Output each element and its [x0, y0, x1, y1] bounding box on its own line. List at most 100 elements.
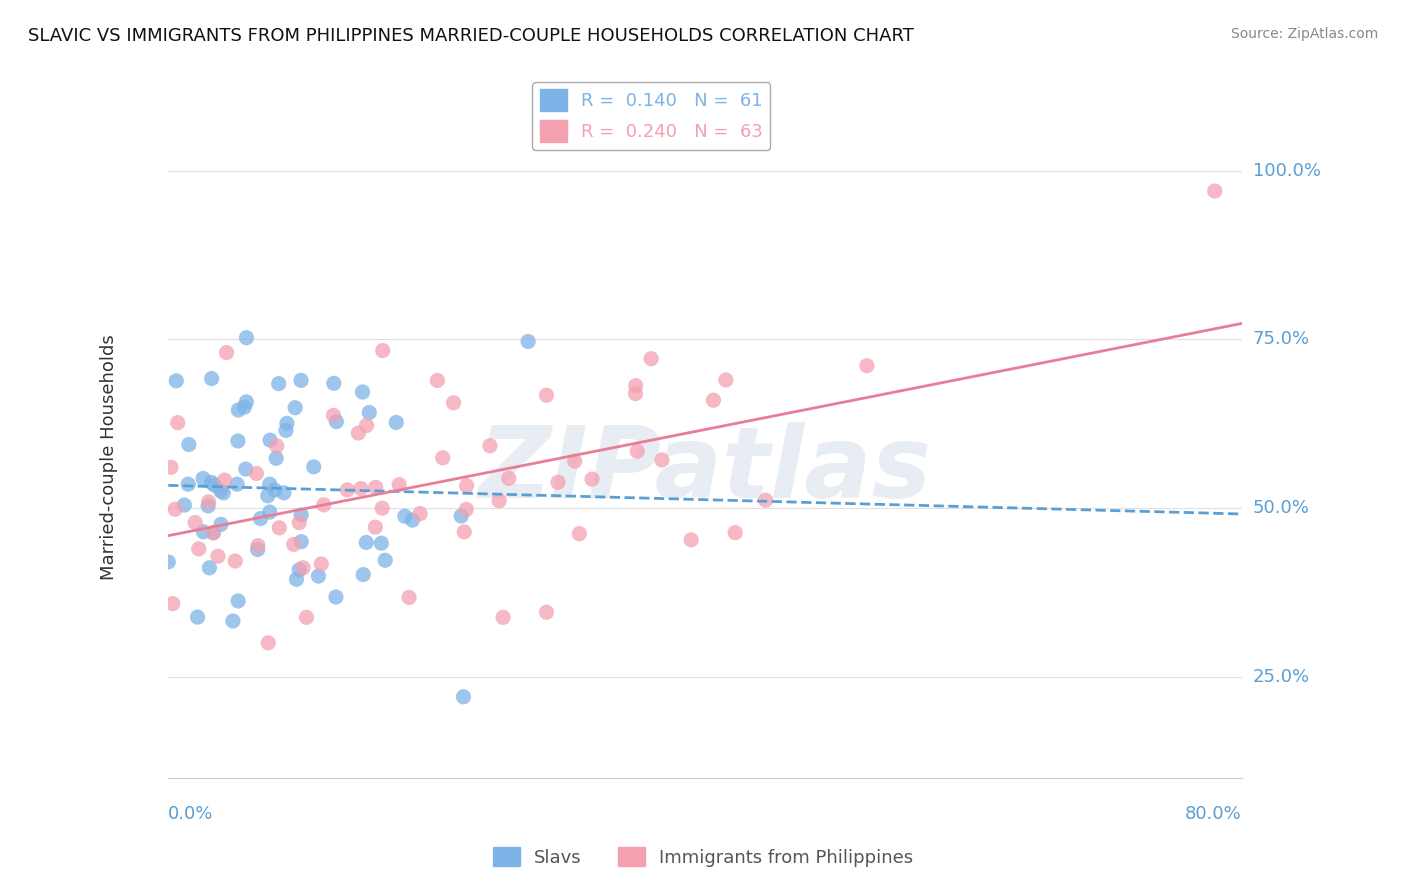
Slavs: [226, 434, 249, 448]
Slavs: [249, 511, 271, 525]
Text: 50.0%: 50.0%: [1253, 499, 1309, 517]
Immigrants from Philippines: [160, 460, 183, 475]
Immigrants from Philippines: [478, 439, 501, 453]
Slavs: [325, 590, 347, 604]
Immigrants from Philippines: [246, 539, 269, 553]
Immigrants from Philippines: [651, 453, 673, 467]
Text: ZIPatlas: ZIPatlas: [478, 422, 932, 519]
Slavs: [197, 499, 219, 513]
Slavs: [259, 433, 281, 447]
Immigrants from Philippines: [197, 495, 219, 509]
Immigrants from Philippines: [568, 526, 591, 541]
Immigrants from Philippines: [426, 374, 449, 388]
Slavs: [259, 505, 281, 519]
Immigrants from Philippines: [202, 525, 225, 540]
Immigrants from Philippines: [165, 502, 187, 516]
Slavs: [385, 416, 408, 430]
Immigrants from Philippines: [624, 386, 647, 401]
Immigrants from Philippines: [371, 501, 394, 516]
Immigrants from Philippines: [257, 636, 280, 650]
Immigrants from Philippines: [492, 610, 515, 624]
Slavs: [374, 553, 396, 567]
Immigrants from Philippines: [409, 507, 432, 521]
Immigrants from Philippines: [371, 343, 394, 358]
Slavs: [209, 483, 232, 498]
Text: 100.0%: 100.0%: [1253, 161, 1320, 180]
Slavs: [290, 534, 312, 549]
Immigrants from Philippines: [1204, 184, 1226, 198]
Slavs: [226, 477, 249, 491]
Slavs: [285, 572, 308, 586]
Slavs: [191, 471, 214, 485]
Slavs: [322, 376, 344, 391]
Immigrants from Philippines: [624, 378, 647, 392]
Slavs: [204, 478, 226, 492]
Slavs: [263, 483, 285, 497]
Slavs: [200, 475, 222, 490]
Immigrants from Philippines: [166, 416, 188, 430]
Immigrants from Philippines: [536, 605, 558, 619]
Slavs: [173, 498, 195, 512]
Slavs: [177, 477, 200, 491]
Slavs: [394, 509, 416, 524]
Immigrants from Philippines: [856, 359, 879, 373]
Slavs: [209, 517, 232, 532]
Slavs: [352, 567, 374, 582]
Slavs: [290, 508, 312, 522]
Text: 25.0%: 25.0%: [1253, 667, 1310, 686]
Immigrants from Philippines: [295, 610, 318, 624]
Slavs: [202, 525, 225, 540]
Immigrants from Philippines: [311, 557, 333, 571]
Immigrants from Philippines: [347, 425, 370, 440]
Immigrants from Philippines: [498, 471, 520, 485]
Slavs: [276, 417, 298, 431]
Slavs: [226, 403, 249, 417]
Slavs: [352, 384, 374, 399]
Immigrants from Philippines: [488, 493, 510, 508]
Immigrants from Philippines: [755, 493, 778, 508]
Immigrants from Philippines: [388, 477, 411, 491]
Immigrants from Philippines: [364, 480, 387, 494]
Slavs: [157, 555, 180, 569]
Slavs: [246, 542, 269, 557]
Text: SLAVIC VS IMMIGRANTS FROM PHILIPPINES MARRIED-COUPLE HOUSEHOLDS CORRELATION CHAR: SLAVIC VS IMMIGRANTS FROM PHILIPPINES MA…: [28, 27, 914, 45]
Slavs: [356, 535, 378, 549]
Immigrants from Philippines: [187, 541, 209, 556]
Immigrants from Philippines: [443, 396, 465, 410]
Slavs: [284, 401, 307, 415]
Slavs: [198, 561, 221, 575]
Slavs: [325, 415, 347, 429]
Immigrants from Philippines: [292, 560, 315, 574]
Slavs: [453, 690, 475, 704]
Slavs: [186, 610, 208, 624]
Slavs: [256, 489, 278, 503]
Slavs: [264, 451, 287, 466]
Slavs: [401, 513, 423, 527]
Immigrants from Philippines: [350, 482, 373, 496]
Immigrants from Philippines: [640, 351, 662, 366]
Text: 0.0%: 0.0%: [169, 805, 214, 823]
Immigrants from Philippines: [266, 439, 288, 453]
Slavs: [233, 400, 256, 414]
Slavs: [235, 331, 257, 345]
Immigrants from Philippines: [581, 472, 603, 486]
Text: Married-couple Households: Married-couple Households: [100, 334, 118, 581]
Immigrants from Philippines: [283, 537, 305, 551]
Immigrants from Philippines: [547, 475, 569, 490]
Immigrants from Philippines: [269, 521, 291, 535]
Immigrants from Philippines: [456, 502, 478, 516]
Slavs: [222, 614, 245, 628]
Slavs: [517, 334, 540, 349]
Slavs: [307, 569, 329, 583]
Immigrants from Philippines: [714, 373, 737, 387]
Immigrants from Philippines: [456, 479, 478, 493]
Legend: R =  0.140   N =  61, R =  0.240   N =  63: R = 0.140 N = 61, R = 0.240 N = 63: [533, 82, 770, 150]
Immigrants from Philippines: [215, 345, 238, 359]
Slavs: [235, 462, 257, 476]
Immigrants from Philippines: [398, 591, 420, 605]
Text: Source: ZipAtlas.com: Source: ZipAtlas.com: [1230, 27, 1378, 41]
Slavs: [302, 459, 325, 474]
Immigrants from Philippines: [702, 393, 724, 408]
Slavs: [274, 424, 297, 438]
Immigrants from Philippines: [245, 467, 267, 481]
